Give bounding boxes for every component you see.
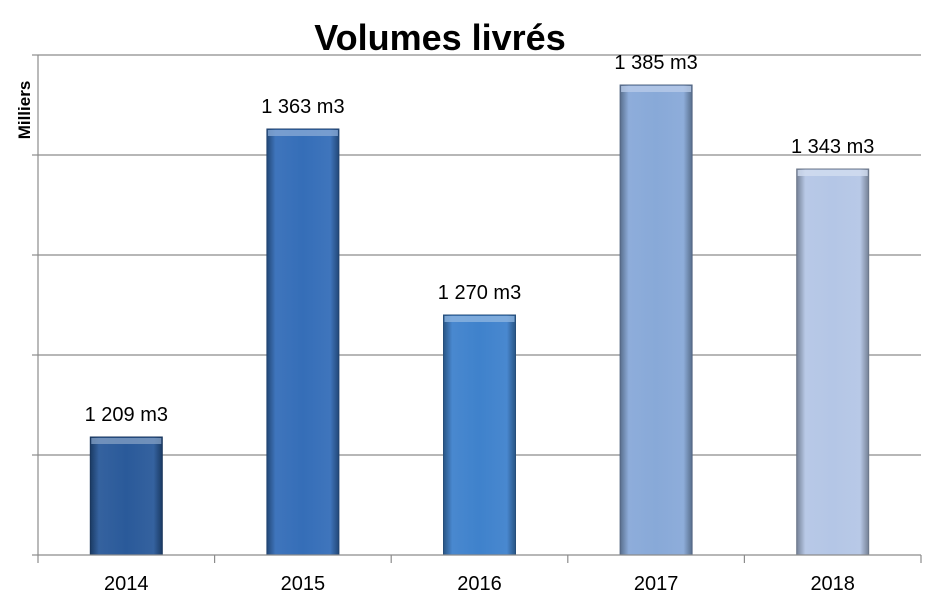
bar-2017 xyxy=(619,84,693,556)
data-label: 1 343 m3 xyxy=(791,136,874,158)
x-tick-label: 2018 xyxy=(810,573,855,595)
y-axis-label: Milliers xyxy=(15,81,34,140)
bars xyxy=(89,84,870,556)
bar-highlight xyxy=(621,86,692,92)
axes xyxy=(32,54,922,563)
bar-2014 xyxy=(89,436,163,556)
bar-highlight xyxy=(797,170,868,176)
data-label: 1 363 m3 xyxy=(261,96,344,118)
data-label: 1 270 m3 xyxy=(438,282,521,304)
bar-2018 xyxy=(796,168,870,556)
bar-highlight xyxy=(267,130,338,136)
x-tick-label: 2017 xyxy=(634,573,679,595)
data-labels: 1 209 m3 2014 1 363 m3 2015 1 270 m3 2016 1 38… xyxy=(85,52,875,595)
bar-2015 xyxy=(266,128,340,556)
bar-highlight xyxy=(91,438,162,444)
x-tick-label: 2015 xyxy=(281,573,326,595)
data-label: 1 209 m3 xyxy=(85,404,168,426)
bar-highlight xyxy=(444,316,515,322)
gridlines xyxy=(38,54,921,456)
chart-title: Volumes livrés xyxy=(314,17,565,58)
data-label: 1 385 m3 xyxy=(614,52,697,74)
bar-2016 xyxy=(443,314,516,556)
x-tick-label: 2016 xyxy=(457,573,502,595)
x-tick-label: 2014 xyxy=(104,573,149,595)
